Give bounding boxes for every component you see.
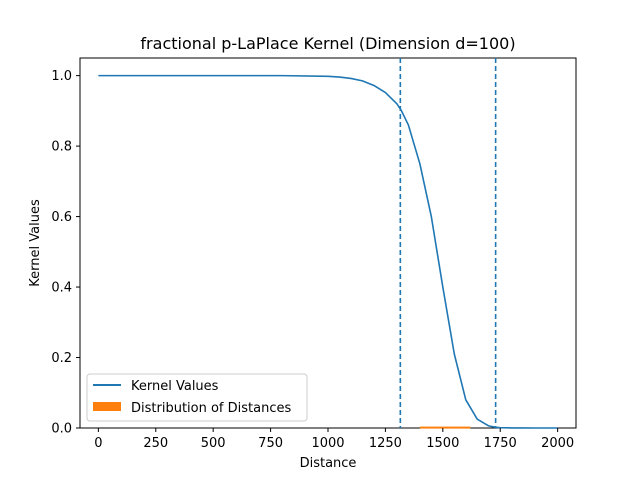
x-tick-label: 250 [143, 436, 168, 451]
y-tick-label: 0.2 [51, 351, 72, 366]
x-tick-label: 1750 [484, 436, 517, 451]
x-axis-label: Distance [300, 456, 357, 471]
x-tick-label: 2000 [541, 436, 574, 451]
x-tick-label: 1500 [426, 436, 459, 451]
y-tick-label: 0.0 [51, 422, 72, 437]
x-tick-label: 750 [258, 436, 283, 451]
legend: Kernel Values Distribution of Distances [86, 373, 308, 422]
x-tick-label: 1250 [369, 436, 402, 451]
legend-label-distribution: Distribution of Distances [131, 401, 291, 416]
x-tick-label: 1000 [311, 436, 344, 451]
plot-area [98, 58, 558, 429]
legend-label-kernel-values: Kernel Values [131, 379, 219, 394]
x-tick-label: 500 [201, 436, 226, 451]
y-tick-label: 0.8 [51, 140, 72, 155]
legend-box [86, 373, 308, 422]
y-tick-label: 0.4 [51, 281, 72, 296]
x-tick-label: 0 [94, 436, 102, 451]
distance-histogram-bar [419, 426, 471, 429]
y-axis-label: Kernel Values [28, 199, 43, 287]
chart-title: fractional p-LaPlace Kernel (Dimension d… [140, 34, 515, 53]
y-tick-label: 0.6 [51, 210, 72, 225]
legend-swatch-distribution [93, 402, 121, 411]
x-axis: 0 250 500 750 1000 1250 1500 1750 2000 [94, 428, 574, 451]
plot-frame [79, 57, 577, 429]
series-line-0 [98, 74, 558, 429]
y-axis: 0.0 0.2 0.4 0.6 0.8 1.0 [51, 69, 80, 437]
y-tick-label: 1.0 [51, 69, 72, 84]
